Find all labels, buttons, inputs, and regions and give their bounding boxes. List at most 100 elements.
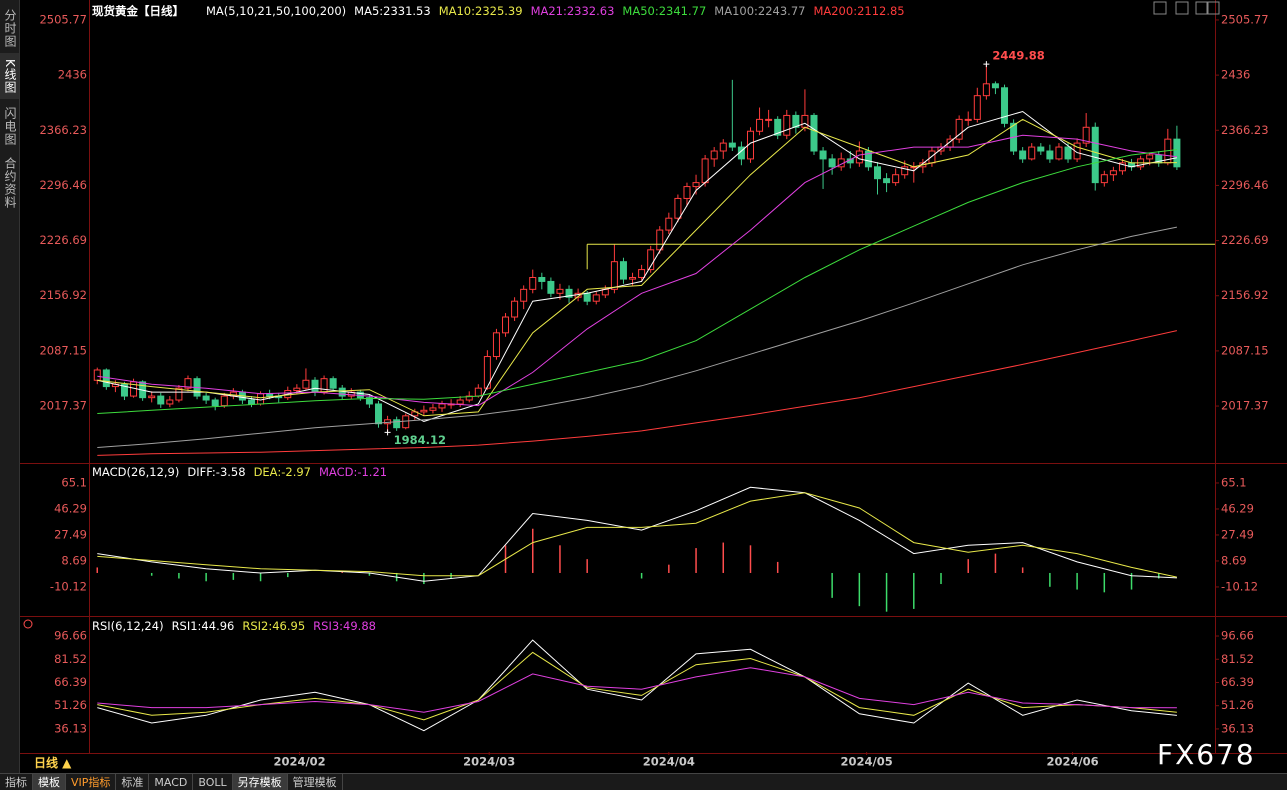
toolbar-icons[interactable] — [1153, 1, 1220, 15]
settings-icon[interactable] — [23, 619, 33, 629]
bottom-tab[interactable]: MACD — [149, 774, 194, 790]
y-tick-label-right: 36.13 — [1221, 721, 1254, 735]
candle-body — [166, 399, 174, 405]
candle-body — [719, 142, 727, 152]
side-tab[interactable]: K线图 — [0, 53, 19, 99]
header-title: 现货黄金【日线】 — [92, 4, 184, 18]
candle-body — [592, 294, 600, 302]
candle-body — [1173, 138, 1181, 168]
y-tick-label-right: 46.29 — [1221, 501, 1254, 515]
annotation-marker — [983, 61, 990, 68]
side-tab[interactable]: 分时图 — [3, 8, 17, 48]
legend-entry: RSI1:44.96 — [172, 619, 235, 633]
legend-entry: MA50:2341.77 — [622, 4, 706, 18]
y-tick-label-right: 2436 — [1221, 68, 1250, 82]
candle-body — [674, 197, 682, 219]
candle-body — [955, 118, 963, 140]
series-line — [97, 149, 1177, 414]
bottom-tab[interactable]: 指标 — [0, 774, 33, 790]
bottom-tab[interactable]: BOLL — [193, 774, 233, 790]
series-line — [97, 226, 1178, 448]
candle-body — [120, 383, 128, 397]
candle-body — [393, 419, 401, 429]
candle-body — [701, 158, 709, 184]
candle-body — [774, 118, 782, 136]
period-label[interactable]: 日线 ▲ — [34, 756, 72, 770]
y-tick-label-right: 51.26 — [1221, 698, 1254, 712]
legend-entry: MA200:2112.85 — [813, 4, 904, 18]
candle-body — [247, 399, 255, 405]
candle-body — [520, 288, 528, 302]
series-line — [97, 492, 1178, 578]
y-tick-label-right: 2087.15 — [1221, 343, 1269, 357]
y-tick-label-right: 2226.69 — [1221, 233, 1269, 247]
y-tick-label: 51.26 — [54, 698, 87, 712]
series-line — [97, 118, 1177, 417]
bottom-bar: 指标 模板 VIP指标 标准 MACD BOLL 另存模板 管理模板 — [0, 773, 1287, 790]
series-line — [97, 651, 1177, 721]
candle-body — [492, 332, 500, 358]
candle-body — [320, 378, 328, 393]
y-tick-label-right: -10.12 — [1221, 579, 1258, 593]
candle-body — [157, 395, 165, 405]
y-tick-label-right: 65.1 — [1221, 475, 1247, 489]
legend-entry: MA100:2243.77 — [714, 4, 805, 18]
y-tick-label: 2226.69 — [39, 233, 87, 247]
side-tab[interactable]: 合约资料 — [3, 157, 17, 209]
y-tick-label-right: 2366.23 — [1221, 123, 1269, 137]
candle-body — [828, 158, 836, 168]
candle-body — [864, 150, 872, 168]
candle-body — [619, 261, 627, 280]
candle-body — [266, 393, 274, 397]
legend-entry: MA10:2325.39 — [439, 4, 523, 18]
header-title: MACD(26,12,9) — [92, 465, 179, 479]
candle-body — [257, 393, 265, 405]
header-title: RSI(6,12,24) — [92, 619, 164, 633]
watermark: FX678 — [1157, 738, 1256, 771]
x-tick-label: 2024/03 — [463, 755, 515, 769]
candle-body — [692, 182, 700, 188]
candle-body — [1073, 142, 1081, 160]
series-line — [97, 330, 1178, 456]
bottom-tab[interactable]: 管理模板 — [288, 774, 343, 790]
y-tick-label-right: 96.66 — [1221, 629, 1254, 643]
bottom-tab[interactable]: 标准 — [116, 774, 150, 790]
candle-body — [293, 387, 301, 392]
candle-body — [991, 83, 999, 89]
candle-body — [583, 292, 591, 302]
y-tick-label: 96.66 — [54, 629, 87, 643]
candle-body — [375, 403, 383, 425]
candle-body — [892, 174, 900, 184]
y-tick-label: 36.13 — [54, 721, 87, 735]
candle-body — [502, 316, 510, 334]
bottom-tab[interactable]: 另存模板 — [232, 774, 288, 790]
candle-body — [683, 186, 691, 199]
candle-body — [302, 379, 310, 389]
candle-body — [1091, 126, 1099, 184]
y-tick-label-right: 66.39 — [1221, 675, 1254, 689]
candle-body — [456, 399, 464, 405]
candle-body — [1019, 150, 1027, 160]
pane — [97, 639, 1177, 732]
pane — [96, 486, 1178, 612]
x-tick-label: 2024/05 — [841, 755, 893, 769]
side-tab[interactable]: 闪电图 — [3, 106, 17, 146]
pane — [93, 64, 1215, 456]
y-tick-label-right: 2505.77 — [1221, 12, 1269, 26]
candle-body — [211, 399, 219, 407]
candle-body — [756, 118, 764, 132]
candle-body — [1082, 126, 1090, 144]
bottom-tab[interactable]: 模板 — [33, 774, 66, 790]
annotation-marker — [384, 429, 391, 436]
header-ma: MA(5,10,21,50,100,200) — [206, 4, 346, 18]
y-tick-label: 2505.77 — [39, 12, 87, 26]
candle-body — [1100, 174, 1108, 184]
candle-body — [483, 356, 491, 389]
legend-entry: DIFF:-3.58 — [187, 465, 245, 479]
candle-body — [429, 407, 437, 411]
candle-body — [556, 288, 564, 294]
candle-body — [638, 269, 646, 278]
candle-body — [402, 415, 410, 429]
bottom-tab[interactable]: VIP指标 — [66, 774, 117, 790]
candle-body — [901, 166, 909, 176]
